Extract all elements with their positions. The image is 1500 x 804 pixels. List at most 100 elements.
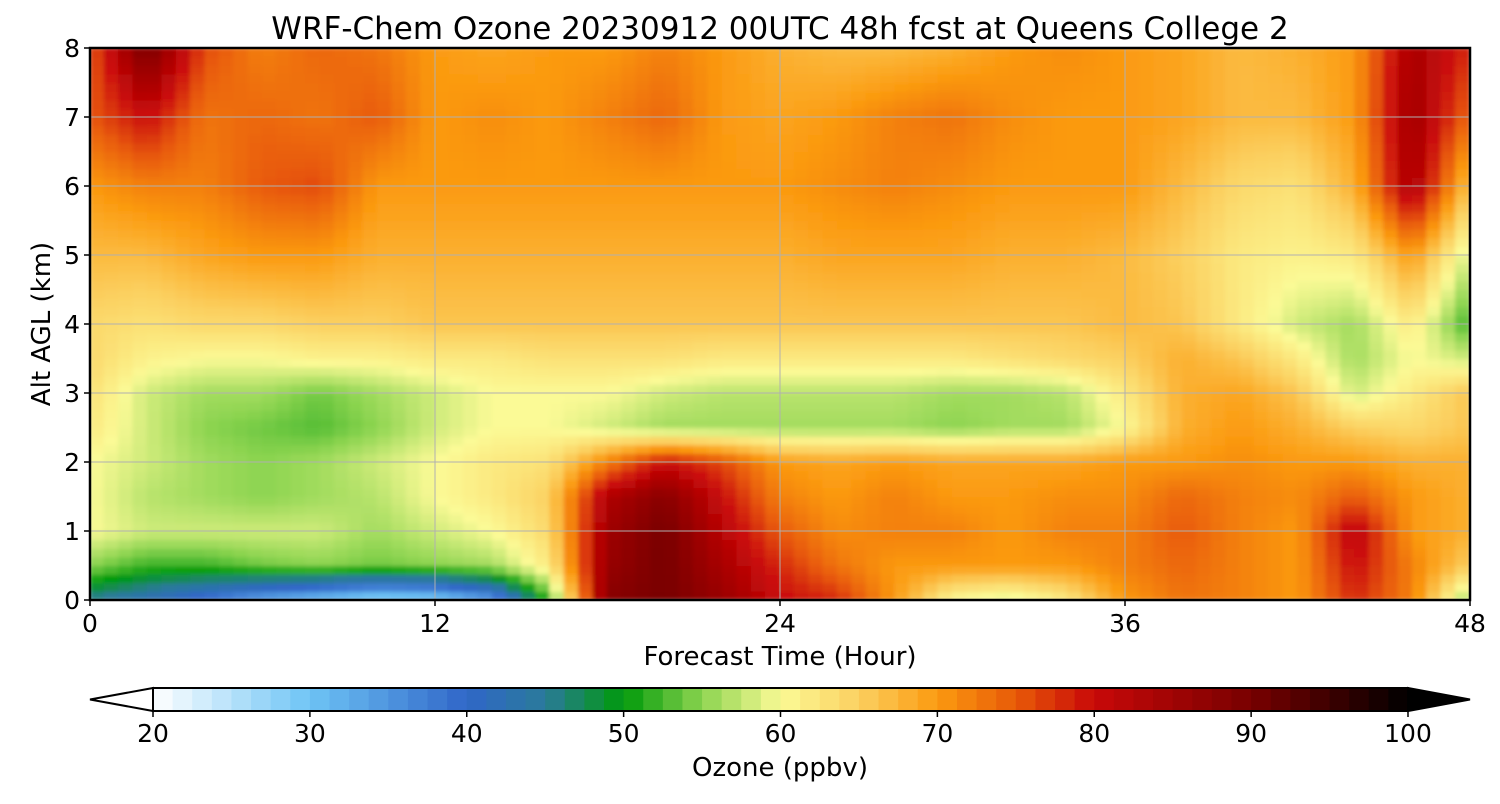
heatmap-cell <box>693 245 709 256</box>
heatmap-cell <box>592 478 609 489</box>
heatmap-cell <box>376 332 393 342</box>
heatmap-cell <box>592 202 609 213</box>
heatmap-cell <box>693 573 709 584</box>
heatmap-cell <box>146 185 163 196</box>
heatmap-cell <box>721 461 738 472</box>
heatmap-cell <box>1153 133 1169 144</box>
heatmap-cell <box>448 64 465 75</box>
heatmap-cell <box>1138 211 1155 222</box>
heatmap-cell <box>578 340 594 351</box>
heatmap-cell <box>851 90 867 101</box>
heatmap-cell <box>146 521 163 532</box>
heatmap-cell <box>1167 142 1184 153</box>
heatmap-cell <box>621 340 637 351</box>
heatmap-cell <box>463 323 479 334</box>
heatmap-cell <box>621 185 637 196</box>
heatmap-cell <box>1181 470 1198 480</box>
heatmap-cell <box>520 530 537 541</box>
heatmap-cell <box>951 582 968 592</box>
heatmap-cell <box>477 271 494 282</box>
heatmap-cell <box>434 487 450 498</box>
heatmap-cell <box>1066 582 1083 592</box>
heatmap-cell <box>247 271 264 282</box>
heatmap-cell <box>491 375 508 385</box>
heatmap-cell <box>750 478 767 489</box>
heatmap-cell <box>463 168 479 178</box>
heatmap-cell <box>937 539 954 549</box>
heatmap-cell <box>693 194 709 204</box>
heatmap-cell <box>520 332 537 342</box>
heatmap-cell <box>520 237 537 247</box>
heatmap-cell <box>247 228 264 239</box>
heatmap-cell <box>1066 418 1083 429</box>
heatmap-cell <box>650 444 666 454</box>
heatmap-cell <box>721 64 738 75</box>
heatmap-cell <box>1095 539 1112 549</box>
heatmap-cell <box>1009 409 1025 420</box>
heatmap-cell <box>578 513 594 523</box>
heatmap-cell <box>908 237 925 247</box>
heatmap-cell <box>1124 564 1140 575</box>
heatmap-cell <box>1066 573 1083 584</box>
heatmap-cell <box>1110 452 1126 463</box>
heatmap-cell <box>880 340 896 351</box>
heatmap-cell <box>1023 401 1040 411</box>
heatmap-cell <box>606 202 623 213</box>
heatmap-cell <box>1038 590 1054 600</box>
heatmap-cell <box>635 237 652 247</box>
heatmap-cell <box>405 133 422 144</box>
heatmap-cell <box>865 530 882 541</box>
heatmap-cell <box>535 185 551 196</box>
heatmap-cell <box>923 366 939 377</box>
heatmap-cell <box>1196 478 1212 489</box>
heatmap-cell <box>693 133 709 144</box>
heatmap-cell <box>1196 582 1212 592</box>
heatmap-cell <box>592 150 609 161</box>
heatmap-cell <box>233 470 249 480</box>
heatmap-cell <box>621 366 637 377</box>
heatmap-cell <box>1167 392 1184 403</box>
heatmap-cell <box>333 573 350 584</box>
heatmap-cell <box>851 116 867 127</box>
heatmap-cell <box>146 125 163 135</box>
heatmap-cell <box>405 116 422 127</box>
heatmap-cell <box>1167 409 1184 420</box>
heatmap-cell <box>836 202 853 213</box>
heatmap-cell <box>635 142 652 153</box>
heatmap-cell <box>592 383 609 394</box>
heatmap-cell <box>362 211 379 222</box>
heatmap-cell <box>333 288 350 299</box>
heatmap-cell <box>721 530 738 541</box>
heatmap-cell <box>247 521 264 532</box>
heatmap-cell <box>305 133 321 144</box>
heatmap-cell <box>348 176 364 187</box>
heatmap-cell <box>290 513 307 523</box>
heatmap-cell <box>621 288 637 299</box>
heatmap-cell <box>707 409 724 420</box>
heatmap-cell <box>1052 297 1069 308</box>
heatmap-cell <box>175 323 192 334</box>
heatmap-cell <box>549 444 565 454</box>
heatmap-cell <box>1138 478 1155 489</box>
heatmap-cell <box>1023 539 1040 549</box>
heatmap-cell <box>132 185 149 196</box>
heatmap-cell <box>333 48 350 58</box>
heatmap-cell <box>175 116 192 127</box>
heatmap-cell <box>175 194 192 204</box>
heatmap-cell <box>793 228 810 239</box>
heatmap-cell <box>405 530 422 541</box>
heatmap-cell <box>980 357 997 368</box>
heatmap-cell <box>535 444 551 454</box>
heatmap-cell <box>506 245 522 256</box>
heatmap-cell <box>549 470 565 480</box>
heatmap-cell <box>721 81 738 92</box>
heatmap-cell <box>1110 375 1126 385</box>
heatmap-cell <box>463 185 479 196</box>
heatmap-cell <box>779 168 795 178</box>
heatmap-cell <box>204 73 220 84</box>
heatmap-cell <box>305 185 321 196</box>
heatmap-cell <box>606 90 623 101</box>
heatmap-cell <box>736 521 752 532</box>
heatmap-cell <box>851 530 867 541</box>
heatmap-cell <box>520 228 537 239</box>
